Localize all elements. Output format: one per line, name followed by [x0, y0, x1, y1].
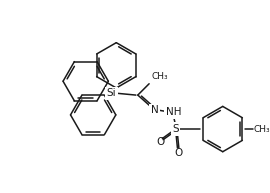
Text: O: O [174, 148, 183, 158]
Text: O: O [156, 137, 165, 147]
Text: Si: Si [107, 88, 116, 98]
Text: NH: NH [166, 107, 181, 117]
Text: CH₃: CH₃ [254, 124, 270, 134]
Text: N: N [151, 105, 159, 115]
Text: S: S [172, 124, 179, 134]
Text: CH₃: CH₃ [151, 72, 168, 81]
